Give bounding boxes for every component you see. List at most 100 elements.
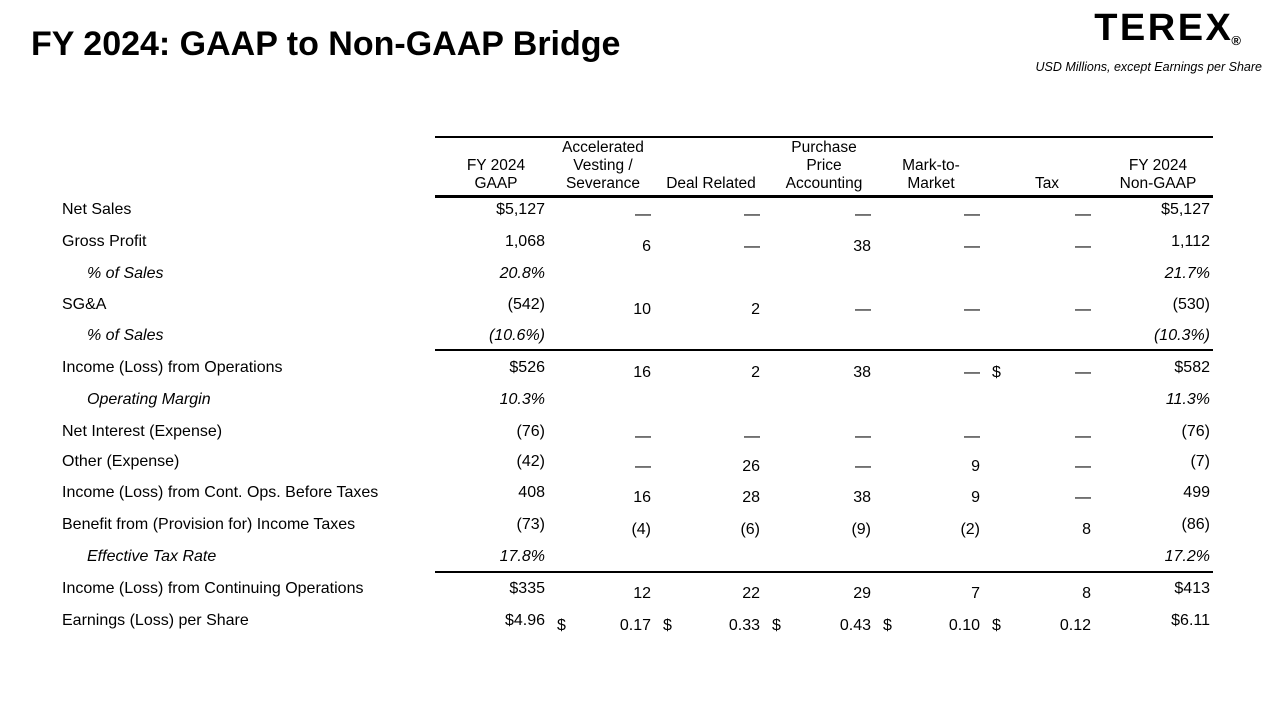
table-cell: 2	[651, 294, 760, 325]
cell-value: —	[1075, 489, 1091, 506]
cell-value: —	[964, 301, 980, 318]
table-cell: 10.3%	[435, 384, 545, 415]
table-cell: (6)	[651, 514, 760, 545]
table-cell: $582	[1091, 352, 1210, 383]
table-cell: 20.8%	[435, 258, 545, 289]
currency-prefix: $	[772, 617, 781, 634]
table-cell: 16	[545, 482, 651, 513]
column-header: FY 2024 Non-GAAP	[1088, 138, 1228, 195]
cell-value: 6	[642, 238, 651, 255]
table-cell: $0.17	[545, 610, 651, 641]
table-cell: 1,068	[435, 226, 545, 257]
table-row: Income (Loss) from Continuing Operations…	[0, 573, 1270, 604]
cell-value: (42)	[516, 453, 545, 470]
table-cell: —	[871, 231, 980, 262]
table-cell: —	[651, 199, 760, 230]
cell-value: 0.12	[1059, 617, 1091, 634]
row-label: Income (Loss) from Operations	[62, 359, 283, 376]
cell-value: —	[744, 428, 760, 445]
table-cell: —	[980, 421, 1091, 452]
row-label: Effective Tax Rate	[87, 548, 217, 565]
table-cell: —	[980, 482, 1091, 513]
currency-prefix: $	[883, 617, 892, 634]
cell-value: 10.3%	[499, 391, 545, 408]
row-label: % of Sales	[87, 265, 164, 282]
cell-value: 2	[751, 301, 760, 318]
column-header-line: FY 2024	[466, 157, 526, 174]
terex-logo: TEREX®	[1094, 9, 1243, 54]
table-cell: —	[980, 231, 1091, 262]
cell-value: 26	[742, 458, 760, 475]
cell-value: 7	[971, 585, 980, 602]
row-label: Benefit from (Provision for) Income Taxe…	[62, 516, 356, 533]
cell-value: —	[635, 206, 651, 223]
table-cell: —	[760, 421, 871, 452]
table-cell: (10.3%)	[1091, 320, 1210, 351]
table-rule-above-continuing-ops	[435, 571, 1213, 573]
table-row: Income (Loss) from Operations $526 16 2 38 — $…	[0, 352, 1270, 383]
cell-value: (542)	[507, 296, 545, 313]
table-cell: 7	[871, 578, 980, 609]
cell-value: —	[635, 458, 651, 475]
cell-value: —	[855, 458, 871, 475]
table-cell: 38	[760, 231, 871, 262]
cell-value: 29	[853, 585, 871, 602]
cell-value: 17.8%	[499, 548, 545, 565]
table-cell: 17.2%	[1091, 541, 1210, 572]
row-label: Operating Margin	[87, 391, 211, 408]
table-row: Benefit from (Provision for) Income Taxe…	[0, 509, 1270, 540]
cell-value: 0.43	[839, 617, 871, 634]
page-title: FY 2024: GAAP to Non-GAAP Bridge	[31, 25, 621, 63]
cell-value: 9	[971, 458, 980, 475]
column-header-line: Purchase	[791, 139, 857, 156]
cell-value: $5,127	[496, 201, 545, 218]
table-cell: $6.11	[1091, 605, 1210, 636]
cell-value: 22	[742, 585, 760, 602]
cell-value: (10.3%)	[1153, 327, 1210, 344]
table-cell: $0.12	[980, 610, 1091, 641]
row-label: Earnings (Loss) per Share	[62, 612, 249, 629]
column-header-line: Severance	[565, 175, 641, 192]
row-label: Gross Profit	[62, 233, 147, 250]
table-cell: (530)	[1091, 289, 1210, 320]
cell-value: 8	[1082, 521, 1091, 538]
table-row: Earnings (Loss) per Share $4.96 $0.17 $0.33…	[0, 605, 1270, 636]
cell-value: —	[1075, 458, 1091, 475]
currency-prefix: $	[992, 617, 1001, 634]
cell-value: $413	[1174, 580, 1210, 597]
cell-value: (6)	[740, 521, 760, 538]
cell-value: —	[964, 428, 980, 445]
table-rule-header-bottom	[435, 195, 1213, 198]
table-cell: 26	[651, 451, 760, 482]
cell-value: 38	[853, 238, 871, 255]
table-cell: 1,112	[1091, 226, 1210, 257]
table-cell: —	[871, 421, 980, 452]
table-row: Net Interest (Expense) (76) — — — — — (76)	[0, 416, 1270, 447]
cell-value: 16	[633, 364, 651, 381]
table-cell: —	[651, 231, 760, 262]
cell-value: —	[855, 428, 871, 445]
table-cell: (76)	[435, 416, 545, 447]
cell-value: 0.10	[948, 617, 980, 634]
table-cell: 10	[545, 294, 651, 325]
table-cell: $ —	[980, 357, 1091, 388]
column-header: Mark-to- Market	[861, 138, 1001, 195]
table-cell: $5,127	[1091, 194, 1210, 225]
table-cell: —	[545, 421, 651, 452]
table-cell: 38	[760, 357, 871, 388]
table-cell: 6	[545, 231, 651, 262]
cell-value: (86)	[1181, 516, 1210, 533]
cell-value: 0.17	[619, 617, 651, 634]
table-cell: (2)	[871, 514, 980, 545]
cell-value: —	[964, 238, 980, 255]
table-cell: (42)	[435, 446, 545, 477]
table-cell: —	[871, 357, 980, 388]
cell-value: —	[964, 364, 980, 381]
table-row: Operating Margin 10.3% 11.3%	[0, 384, 1270, 415]
cell-value: (7)	[1190, 453, 1210, 470]
column-header: Deal Related	[641, 138, 781, 195]
row-label: SG&A	[62, 296, 107, 313]
row-label: Income (Loss) from Continuing Operations	[62, 580, 364, 597]
table-cell: $413	[1091, 573, 1210, 604]
